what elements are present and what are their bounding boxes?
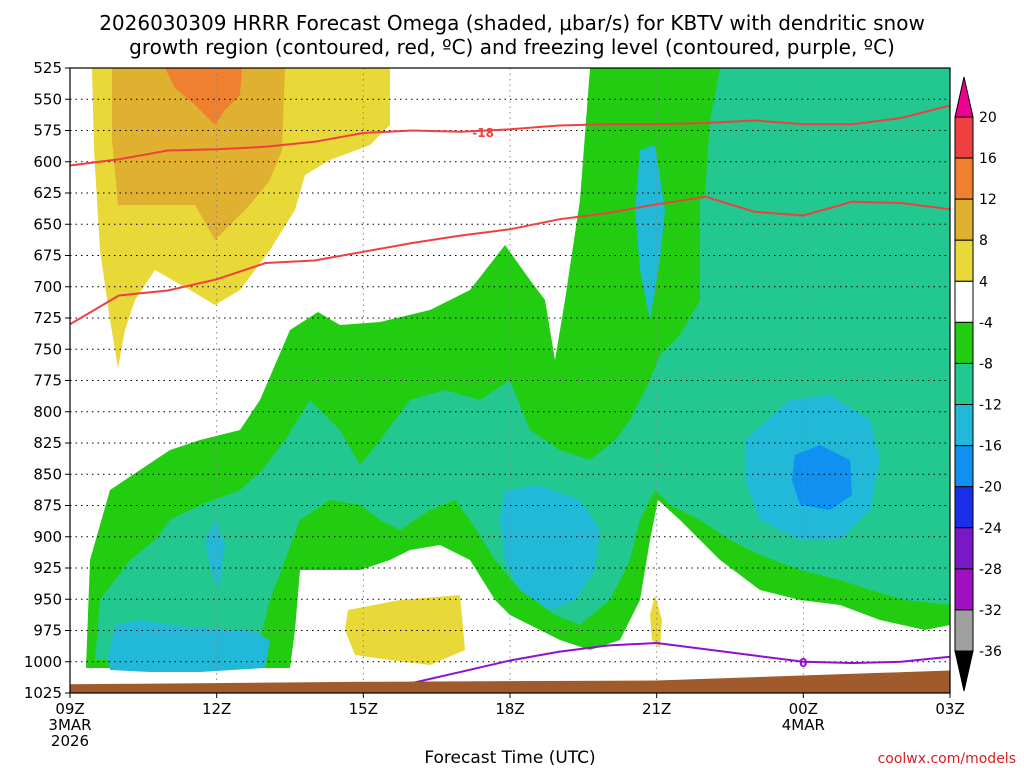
colorbar-swatch: [954, 198, 974, 241]
colorbar-swatch: [954, 404, 974, 447]
omega-shade-lightblue-3: [635, 145, 665, 320]
colorbar-label: 8: [979, 233, 988, 249]
contours: -18 0: [70, 104, 950, 693]
ground-terrain: [70, 670, 950, 693]
colorbar-swatch: [954, 239, 974, 282]
y-tick-label: 900: [33, 528, 62, 546]
colorbar-label: -20: [979, 480, 1002, 496]
colorbar-label: -32: [979, 603, 1002, 619]
omega-shade-gold: [112, 68, 285, 240]
y-tick-label: 800: [33, 403, 62, 421]
omega-shade-lightblue-1: [108, 620, 270, 672]
x-tick-label: 15Z: [349, 700, 378, 718]
credit-text: coolwx.com/models: [878, 751, 1016, 767]
colorbar-swatch: [954, 321, 974, 364]
colorbar-swatch: [954, 527, 974, 570]
omega-shade-blue: [792, 445, 852, 510]
colorbar-swatch: [954, 157, 974, 200]
colorbar-label: -28: [979, 562, 1002, 578]
colorbar-label: -36: [979, 644, 1002, 660]
chart-title-line-1: 2026030309 HRRR Forecast Omega (shaded, …: [99, 11, 925, 35]
colorbar-label: 12: [979, 192, 997, 208]
y-tick-label: 725: [33, 309, 62, 327]
colorbar-label: 20: [979, 110, 997, 126]
y-tick-label: 775: [33, 372, 62, 390]
omega-shade-orange: [165, 68, 242, 125]
contour-label-freezing_level: 0: [799, 656, 807, 670]
y-tick-label: 950: [33, 590, 62, 608]
y-tick-label: 675: [33, 247, 62, 265]
colorbar-swatch: [954, 568, 974, 611]
contour-dgz_warm: [70, 195, 950, 326]
colorbar-swatch: [954, 609, 974, 652]
y-tick-label: 750: [33, 340, 62, 358]
colorbar-cap-bottom: [954, 650, 974, 692]
omega-shade-yellow-2: [345, 595, 465, 665]
y-tick-label: 525: [33, 59, 62, 77]
contour-dgz_cold: [70, 104, 950, 167]
omega-shade-teal: [95, 68, 950, 660]
colorbar-label: 4: [979, 274, 988, 290]
colorbar-label: -16: [979, 439, 1002, 455]
colorbar-label: -12: [979, 398, 1002, 414]
y-tick-label: 625: [33, 184, 62, 202]
colorbar-swatch: [954, 445, 974, 488]
x-tick-label: 09Z: [55, 700, 84, 718]
y-tick-label: 825: [33, 434, 62, 452]
x-tick-sublabel: 2026: [51, 732, 89, 750]
y-tick-label: 1025: [24, 684, 62, 702]
colorbar-label: 16: [979, 151, 997, 167]
grid: [70, 68, 950, 693]
x-axis-title: Forecast Time (UTC): [424, 748, 595, 768]
contour-label-dgz_cold: -18: [472, 126, 494, 140]
x-tick-sublabel: 3MAR: [48, 716, 91, 734]
x-tick-label: 21Z: [642, 700, 671, 718]
omega-shade-lightblue-2: [500, 485, 600, 610]
x-tick-label: 00Z: [789, 700, 818, 718]
contour-freezing_level: [363, 641, 950, 693]
colorbar-label: -4: [979, 315, 993, 331]
y-tick-label: 875: [33, 497, 62, 515]
y-tick-label: 550: [33, 90, 62, 108]
y-tick-label: 700: [33, 278, 62, 296]
y-tick-label: 600: [33, 153, 62, 171]
colorbar-swatch: [954, 280, 974, 323]
y-tick-label: 1000: [24, 653, 62, 671]
y-axis: 525 550 575 600 625 650 675 700 725 750 775 800 825 8…: [24, 59, 70, 702]
omega-shade-lightblue-5: [205, 520, 225, 590]
omega-shade-yellow-3: [650, 595, 662, 648]
x-tick-sublabel: 4MAR: [782, 716, 825, 734]
y-tick-label: 925: [33, 559, 62, 577]
x-tick-label: 12Z: [202, 700, 231, 718]
y-tick-label: 575: [33, 122, 62, 140]
colorbar: 20 16 12 8 4 -4 -8 -12 -16 -20 -24 -28 -32 -36: [954, 76, 1002, 692]
colorbar-label: -24: [979, 521, 1002, 537]
colorbar-label: -8: [979, 356, 993, 372]
x-tick-label: 03Z: [935, 700, 964, 718]
chart-title-line-2: growth region (contoured, red, ºC) and f…: [129, 35, 895, 59]
plot-area: -18 0: [70, 68, 950, 693]
omega-shading: [86, 68, 950, 672]
y-tick-label: 975: [33, 622, 62, 640]
colorbar-swatch: [954, 362, 974, 406]
y-tick-label: 650: [33, 215, 62, 233]
colorbar-swatch: [954, 116, 974, 159]
y-tick-label: 850: [33, 465, 62, 483]
colorbar-swatch: [954, 486, 974, 529]
x-tick-label: 18Z: [495, 700, 524, 718]
colorbar-cap-top: [954, 76, 974, 118]
